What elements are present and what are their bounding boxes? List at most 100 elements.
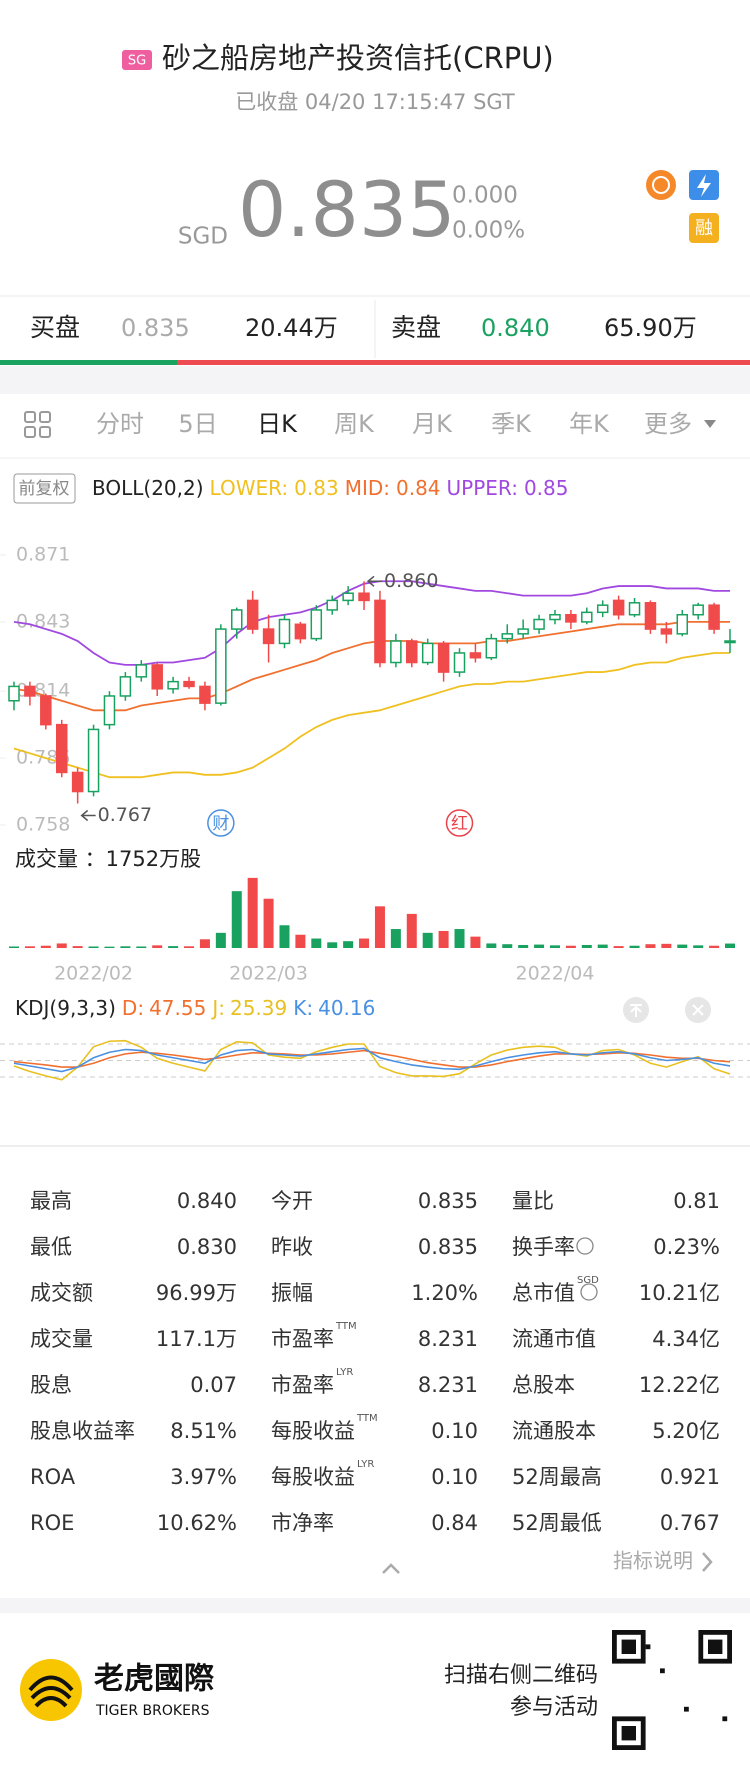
- tab[interactable]: 日K: [257, 410, 298, 438]
- kdj-line: [13, 1049, 731, 1068]
- tab[interactable]: 分时: [96, 410, 144, 438]
- info-icon[interactable]: [580, 1283, 598, 1301]
- event-label: 红: [451, 814, 468, 834]
- volume-bar: [565, 945, 576, 948]
- stat-label: 成交量: [30, 1327, 93, 1351]
- boll-line: [13, 621, 730, 712]
- candle-body: [71, 771, 84, 793]
- qr-finder: [698, 1630, 732, 1664]
- candle-body: [231, 609, 243, 630]
- candle-body: [724, 640, 736, 644]
- annotation-arrow: [366, 575, 383, 587]
- candle-body: [628, 602, 641, 616]
- volume-bar: [88, 946, 99, 948]
- candle-body: [517, 628, 529, 635]
- icon-option-glyph: [652, 176, 670, 194]
- change: 0.000: [452, 183, 518, 209]
- indicator-help[interactable]: 指标说明: [613, 1549, 693, 1573]
- candle-body: [24, 685, 36, 697]
- candle-body: [262, 628, 275, 645]
- volume-bar: [136, 946, 147, 948]
- candle-body: [167, 680, 179, 690]
- candle-body: [8, 685, 20, 702]
- volume-bar: [9, 946, 19, 948]
- stat-label: 流通市值: [512, 1327, 596, 1351]
- event-label: 财: [212, 814, 229, 834]
- volume-bar: [725, 943, 735, 948]
- candle-body: [215, 628, 227, 704]
- event-marker[interactable]: [445, 809, 474, 837]
- info-icon[interactable]: [576, 1237, 594, 1255]
- logo-stripes: [28, 1675, 74, 1708]
- stat-label: 市净率: [271, 1511, 334, 1535]
- indicator-name: BOLL(20,2): [92, 476, 204, 500]
- stat-label: 量比: [512, 1189, 554, 1213]
- candle-body: [533, 618, 545, 630]
- event-marker[interactable]: [207, 809, 235, 837]
- volume-bar: [406, 913, 417, 948]
- candle-body: [581, 611, 593, 623]
- volume-bar: [390, 929, 401, 948]
- status: 已收盘 04/20 17:15:47 SGT: [235, 90, 515, 114]
- stat-value: 0.81: [673, 1189, 720, 1213]
- qr-code: [612, 1630, 732, 1751]
- qr-module: [660, 1668, 665, 1674]
- tab[interactable]: 季K: [491, 410, 532, 438]
- volume-bar: [534, 944, 545, 948]
- stat-value: 0.840: [177, 1189, 237, 1213]
- tab[interactable]: 年K: [569, 410, 610, 438]
- stat-value: 4.34亿: [652, 1327, 720, 1351]
- stat-value: 0.84: [431, 1511, 478, 1535]
- boll-line: [13, 580, 730, 666]
- volume-bar: [549, 945, 560, 948]
- volume-bar: [597, 944, 608, 948]
- volume-bar: [279, 925, 290, 948]
- change-pct: 0.00%: [452, 218, 525, 244]
- qr-finder: [621, 1639, 636, 1654]
- legend-value: 47.55: [149, 996, 206, 1020]
- volume-bar: [263, 898, 274, 948]
- gap: [0, 366, 750, 394]
- stat-label: 每股收益: [271, 1419, 355, 1443]
- bid-label: 买盘: [30, 313, 80, 342]
- layout-icon[interactable]: [24, 411, 51, 438]
- stat-label: 总股本: [512, 1373, 575, 1397]
- candle-body: [421, 642, 434, 664]
- volume-bar: [311, 938, 322, 948]
- stat-value: 0.835: [418, 1235, 478, 1259]
- tab[interactable]: 更多: [644, 410, 692, 438]
- tab[interactable]: 5日: [178, 410, 217, 438]
- icon-option[interactable]: [646, 170, 676, 200]
- annotation: 0.860: [384, 570, 438, 592]
- stat-label: 总市值: [512, 1281, 575, 1305]
- tab[interactable]: 周K: [334, 410, 375, 438]
- candle-body: [453, 652, 466, 673]
- volume-bar: [374, 906, 385, 948]
- stat-value: 0.830: [177, 1235, 237, 1259]
- qr-module: [645, 1644, 651, 1650]
- volume-bar: [152, 945, 163, 948]
- ask-label: 卖盘: [391, 313, 441, 342]
- legend-key: J:: [210, 996, 225, 1020]
- adjust-box[interactable]: [13, 473, 76, 504]
- volume-bar: [629, 945, 640, 948]
- adjust-label: 前复权: [19, 479, 70, 499]
- candle-body: [119, 676, 132, 697]
- candle-body: [708, 604, 720, 630]
- stat-value: 117.1万: [156, 1327, 237, 1351]
- volume-bar: [215, 932, 226, 948]
- x-tick-label: 2022/02: [54, 963, 133, 985]
- candle-body: [246, 599, 259, 630]
- margin-badge-bg[interactable]: [689, 213, 719, 243]
- indicator-value: 0.85: [524, 476, 569, 500]
- volume-bar: [661, 943, 672, 948]
- volume-bar: [295, 934, 306, 948]
- stat-superscript: LYR: [357, 1459, 374, 1470]
- collapse-arrow[interactable]: [382, 1563, 400, 1574]
- candle-body: [549, 613, 561, 621]
- close-glyph: [692, 1004, 704, 1016]
- volume-bar: [343, 941, 354, 948]
- tab[interactable]: 月K: [412, 410, 453, 438]
- x-tick-label: 2022/04: [516, 963, 595, 985]
